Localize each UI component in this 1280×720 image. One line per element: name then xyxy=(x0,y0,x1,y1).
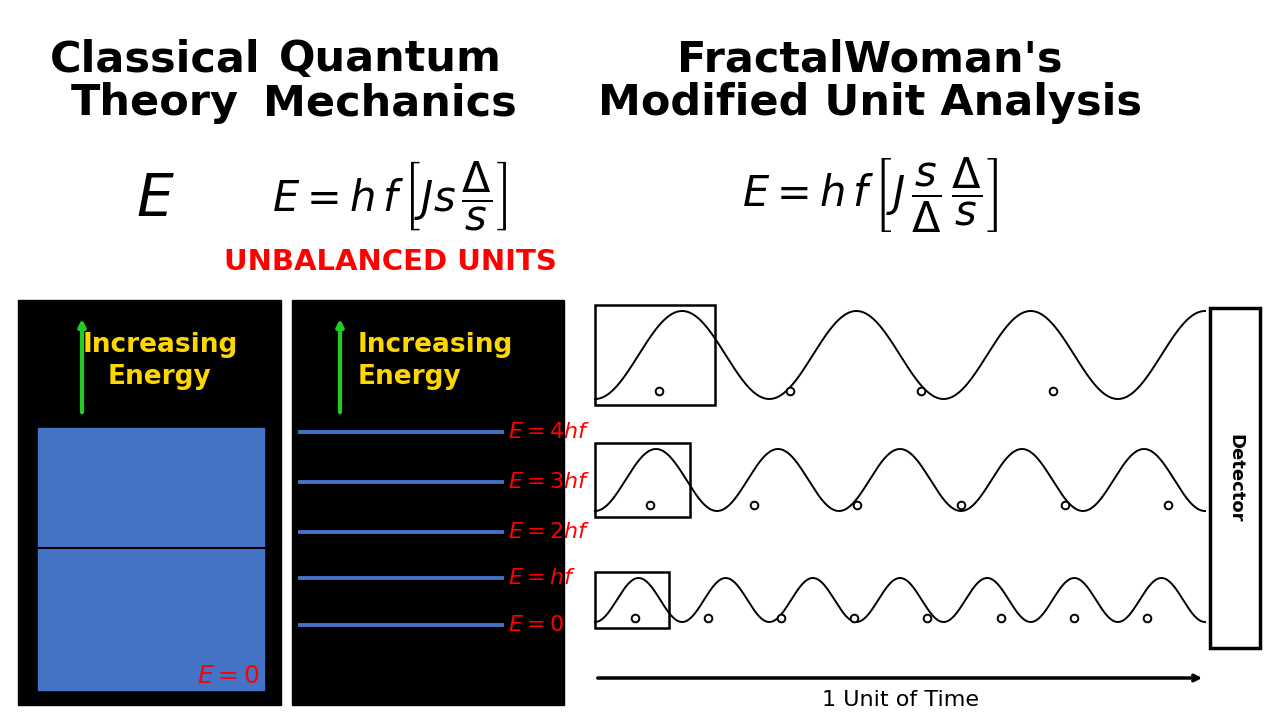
Text: $\mathit{E}$: $\mathit{E}$ xyxy=(136,171,174,228)
Bar xyxy=(595,572,669,628)
Text: Mechanics: Mechanics xyxy=(264,82,517,124)
Text: Detector: Detector xyxy=(1226,433,1244,522)
Bar xyxy=(18,300,282,705)
Text: $\mathit{E} = \mathit{h}\,\mathit{f}\,\left[\mathit{J}\mathit{s}\,\dfrac{\Delta}: $\mathit{E} = \mathit{h}\,\mathit{f}\,\l… xyxy=(273,158,508,232)
Text: $\mathit{E} = 0$: $\mathit{E} = 0$ xyxy=(197,664,260,688)
Text: Theory: Theory xyxy=(70,82,239,124)
Bar xyxy=(595,305,716,405)
Bar xyxy=(38,428,264,690)
Text: Increasing
Energy: Increasing Energy xyxy=(358,332,513,390)
Bar xyxy=(595,443,690,517)
Text: $\mathit{E} = 2\mathit{hf}$: $\mathit{E} = 2\mathit{hf}$ xyxy=(508,522,590,542)
Text: $\mathit{E} = 0$: $\mathit{E} = 0$ xyxy=(508,615,564,635)
Text: Quantum: Quantum xyxy=(279,38,502,80)
Text: Increasing
Energy: Increasing Energy xyxy=(82,332,238,390)
Text: $\mathit{E} = 4\mathit{hf}$: $\mathit{E} = 4\mathit{hf}$ xyxy=(508,422,590,442)
Text: Classical: Classical xyxy=(50,38,260,80)
Text: $\mathit{E} = \mathit{hf}$: $\mathit{E} = \mathit{hf}$ xyxy=(508,568,576,588)
Text: 1 Unit of Time: 1 Unit of Time xyxy=(822,690,978,710)
Text: $\mathit{E} = \mathit{h}\,\mathit{f}\,\left[\mathit{J}\,\dfrac{s}{\Delta}\,\dfra: $\mathit{E} = \mathit{h}\,\mathit{f}\,\l… xyxy=(742,156,998,235)
Bar xyxy=(1210,308,1260,648)
Text: Modified Unit Analysis: Modified Unit Analysis xyxy=(598,82,1142,124)
Text: UNBALANCED UNITS: UNBALANCED UNITS xyxy=(224,248,557,276)
Bar xyxy=(292,300,564,705)
Text: $\mathit{E} = 3\mathit{hf}$: $\mathit{E} = 3\mathit{hf}$ xyxy=(508,472,590,492)
Text: FractalWoman's: FractalWoman's xyxy=(677,38,1062,80)
